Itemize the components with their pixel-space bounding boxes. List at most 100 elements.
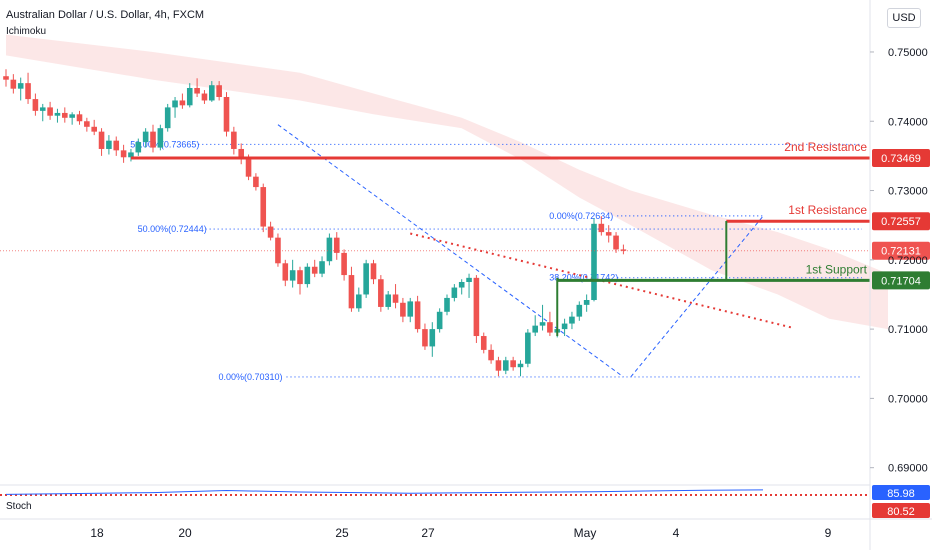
candle-body (209, 85, 215, 101)
candle-body (378, 279, 384, 307)
candle-body (591, 223, 597, 301)
candle-body (532, 325, 538, 333)
candle-body (98, 131, 105, 149)
y-tick-label: 0.74000 (888, 116, 928, 128)
candle-body (517, 363, 524, 368)
level-price-badge (872, 149, 930, 168)
candle-body (275, 237, 281, 264)
candle-body (422, 329, 428, 347)
candle-body (436, 311, 443, 330)
candle-body (47, 107, 53, 116)
candle-body (319, 261, 325, 274)
candle-body (473, 277, 480, 337)
x-tick-label: 20 (178, 526, 192, 540)
candle-body (525, 332, 531, 364)
candle-body (113, 140, 120, 151)
stoch-k-line (5, 489, 764, 495)
stoch-k-badge (872, 485, 930, 500)
x-tick-label: 4 (673, 526, 680, 540)
y-tick-label: 0.73000 (888, 186, 928, 198)
x-tick-label: May (574, 526, 597, 540)
candle-body (304, 266, 311, 285)
candle-body (400, 302, 406, 317)
current-price-value: 0.72131 (881, 246, 921, 258)
stoch-k-value: 85.98 (887, 488, 915, 500)
candle-body (583, 300, 590, 305)
level-price-badge (872, 212, 930, 231)
candle-body (356, 294, 362, 309)
candle-body (620, 249, 627, 251)
candle-body (569, 316, 575, 324)
candle-body (458, 281, 465, 288)
y-tick-label: 0.71000 (888, 324, 928, 336)
candle-body (223, 97, 230, 132)
candle-body (539, 322, 546, 326)
candle-body (179, 100, 186, 106)
chart-title: Australian Dollar / U.S. Dollar, 4h, FXC… (6, 9, 205, 21)
candle-body (32, 99, 39, 111)
candle-body (495, 360, 502, 371)
candle-body (164, 107, 171, 129)
level-name: 1st Support (806, 262, 868, 276)
y-tick-label: 0.72000 (888, 255, 928, 267)
level-price-badge (872, 271, 930, 290)
stoch-d-value: 80.52 (887, 506, 915, 518)
candle-body (561, 323, 568, 330)
candle-body (260, 187, 267, 227)
candle-body (370, 263, 377, 280)
candle-body (613, 235, 619, 250)
candle-body (451, 287, 458, 298)
candle-body (135, 142, 142, 153)
currency-button[interactable]: USD (887, 8, 921, 28)
candle-body (120, 150, 127, 158)
candle-body (245, 159, 252, 177)
candle-body (348, 275, 355, 309)
candle-body (385, 294, 391, 307)
y-tick-label: 0.70000 (888, 393, 928, 405)
candle-body (503, 360, 509, 371)
candle-body (598, 223, 605, 233)
candle-body (576, 304, 583, 317)
level-price-value: 0.71704 (881, 275, 921, 287)
candle-body (231, 131, 237, 149)
candle-body (414, 301, 421, 330)
candle-body (54, 112, 61, 116)
candles (3, 69, 627, 377)
candle-body (488, 349, 494, 361)
current-price-badge (872, 241, 930, 260)
y-tick-label: 0.69000 (888, 463, 928, 475)
x-tick-label: 25 (335, 526, 349, 540)
level-price-value: 0.73469 (881, 153, 921, 165)
stoch-label: Stoch (6, 501, 32, 512)
candle-body (605, 232, 612, 236)
level-name: 1st Resistance (788, 203, 867, 217)
candle-body (69, 114, 75, 118)
candle-body (84, 121, 90, 127)
candle-body (547, 322, 553, 333)
candle-body (172, 100, 178, 108)
ichimoku-cloud (6, 34, 888, 330)
candle-body (150, 131, 156, 148)
candle-body (253, 176, 259, 188)
candle-body (194, 87, 200, 94)
x-tick-label: 18 (90, 526, 104, 540)
candle-body (238, 148, 244, 160)
candle-body (392, 294, 399, 303)
support-resistance-levels: 0.72131 0.73469 2nd Resistance 0.72557 1st R… (0, 140, 930, 337)
fib-label: 50.00%(0.72444) (138, 224, 207, 234)
candle-body (267, 226, 274, 238)
fib-label: 0.00%(0.72634) (549, 211, 613, 221)
candle-body (216, 85, 222, 97)
candle-body (297, 270, 303, 285)
indicator-label: Ichimoku (6, 26, 47, 37)
x-tick-label: 27 (421, 526, 435, 540)
x-tick-label: 9 (825, 526, 832, 540)
candle-body (466, 277, 472, 282)
candle-body (444, 297, 450, 312)
candle-body (326, 237, 333, 262)
candle-body (333, 237, 340, 253)
candle-body (480, 336, 487, 350)
time-axis: 18 20 25 27 May 4 9 (90, 526, 831, 540)
